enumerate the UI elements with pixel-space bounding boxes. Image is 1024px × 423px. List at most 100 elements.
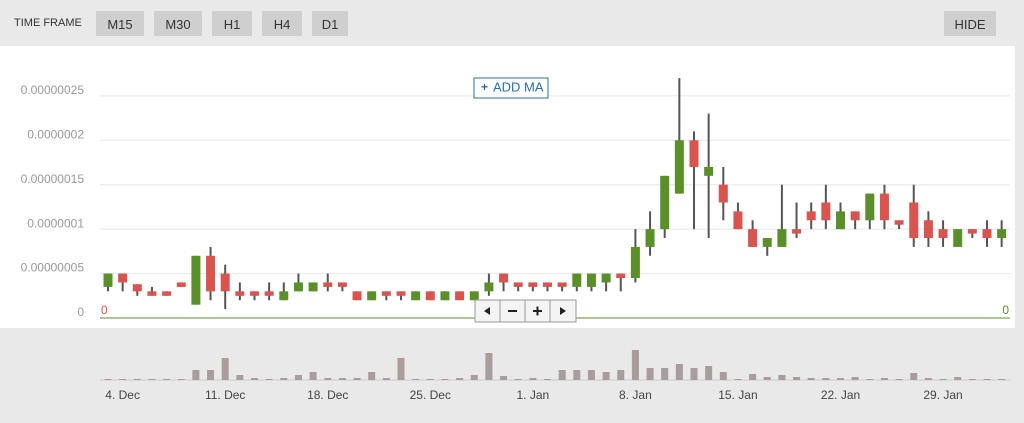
candle-body (967, 229, 977, 234)
volume-bar (822, 378, 830, 380)
candle-body (938, 229, 948, 239)
candle-body (850, 211, 860, 221)
volume-bar (851, 377, 859, 380)
tf-button[interactable]: H4 (262, 11, 302, 36)
y-tick-label: 0.00000005 (21, 261, 85, 275)
volume-bar (778, 375, 786, 380)
volume-bar (426, 379, 434, 380)
volume-bar (500, 376, 508, 380)
candle-body (132, 284, 142, 292)
candle-body (660, 175, 670, 230)
x-tick-label: 18. Dec (307, 388, 348, 402)
volume-bar (470, 375, 478, 380)
candle-body (250, 291, 259, 296)
candle-body (777, 229, 787, 247)
add-ma-plus: + (481, 80, 488, 94)
add-ma-button[interactable]: + ADD MA (473, 77, 549, 99)
volume-bar (544, 379, 551, 380)
volume-bar (104, 379, 112, 380)
volume-bar (617, 370, 625, 380)
x-tick-label: 22. Jan (821, 388, 860, 402)
x-tick-label: 11. Dec (205, 388, 245, 402)
volume-bar (749, 374, 757, 380)
candle-body (865, 193, 875, 221)
candle-body (235, 291, 245, 296)
candle-body (601, 273, 611, 283)
volume-bar (280, 378, 288, 380)
volume-bar (998, 379, 1006, 380)
add-ma-frame (473, 77, 549, 99)
volume-bar (514, 379, 522, 380)
tf-button[interactable]: M15 (96, 11, 144, 36)
volume-bar (236, 375, 244, 380)
volume-bar (441, 379, 449, 380)
candle-body (337, 282, 347, 287)
candle-body (411, 291, 421, 301)
volume-bar (485, 353, 493, 380)
volume-bar (646, 368, 654, 380)
volume-bar (675, 364, 683, 380)
volume-bar (983, 379, 991, 380)
volume-bar (661, 368, 669, 380)
volume-bar (793, 377, 801, 380)
candle-body (586, 273, 596, 287)
tf-button[interactable]: M30 (154, 11, 202, 36)
candle-body (879, 193, 889, 221)
candle-body (206, 255, 216, 292)
volume-bar (880, 378, 888, 380)
hide-button[interactable]: HIDE (944, 11, 996, 36)
candle-body (220, 273, 230, 292)
volume-bar (690, 368, 698, 380)
candle-body (674, 140, 684, 194)
volume-bar (924, 378, 932, 380)
candle-body (909, 202, 919, 239)
volume-bar (895, 379, 903, 380)
volume-bar (968, 379, 976, 380)
nav-left[interactable] (484, 307, 490, 315)
candle-body (308, 282, 318, 292)
volume-bar (294, 375, 302, 380)
nav-right[interactable] (560, 307, 566, 315)
candle-body (923, 220, 933, 239)
candle-body (118, 273, 128, 283)
candle-body (528, 282, 538, 287)
candle-body (162, 291, 172, 296)
y-tick-label: 0.00000025 (21, 83, 85, 97)
right-value-label: 0 (1002, 303, 1009, 317)
volume-bar (910, 373, 918, 380)
volume-bar (602, 372, 610, 380)
candle-body (191, 255, 201, 305)
volume-bar (163, 379, 171, 380)
volume-bar (705, 366, 713, 380)
volume-bar (338, 378, 346, 380)
candle-body (323, 282, 333, 287)
volume-bar (807, 378, 815, 380)
volume-bar (456, 378, 464, 380)
volume-bar (939, 379, 947, 380)
candle-body (367, 291, 377, 301)
candle-body (572, 273, 582, 287)
volume-bar (558, 370, 566, 380)
y-tick-label: 0.0000002 (27, 127, 84, 141)
nav-zoom-in[interactable] (533, 306, 542, 316)
candle-body (821, 202, 831, 221)
volume-bar (763, 377, 771, 380)
candle-body (499, 273, 509, 283)
candle-body (733, 211, 743, 230)
candle-body (352, 291, 362, 301)
volume-bar (119, 379, 127, 380)
tf-button[interactable]: D1 (312, 11, 348, 36)
candle-body (469, 291, 479, 301)
candle-body (718, 184, 728, 203)
layer: 0 0.00000005 0.0000001 0.00000015 0.0000002 0… (21, 78, 1010, 402)
candle-body (264, 291, 274, 296)
candle-body (484, 282, 494, 292)
candle-body (176, 282, 186, 287)
tf-button[interactable]: H1 (212, 11, 252, 36)
candle-body (381, 291, 391, 296)
candle-body (455, 291, 465, 301)
volume-bar (133, 379, 141, 380)
candle-body (513, 282, 523, 287)
candle-body (689, 140, 699, 167)
